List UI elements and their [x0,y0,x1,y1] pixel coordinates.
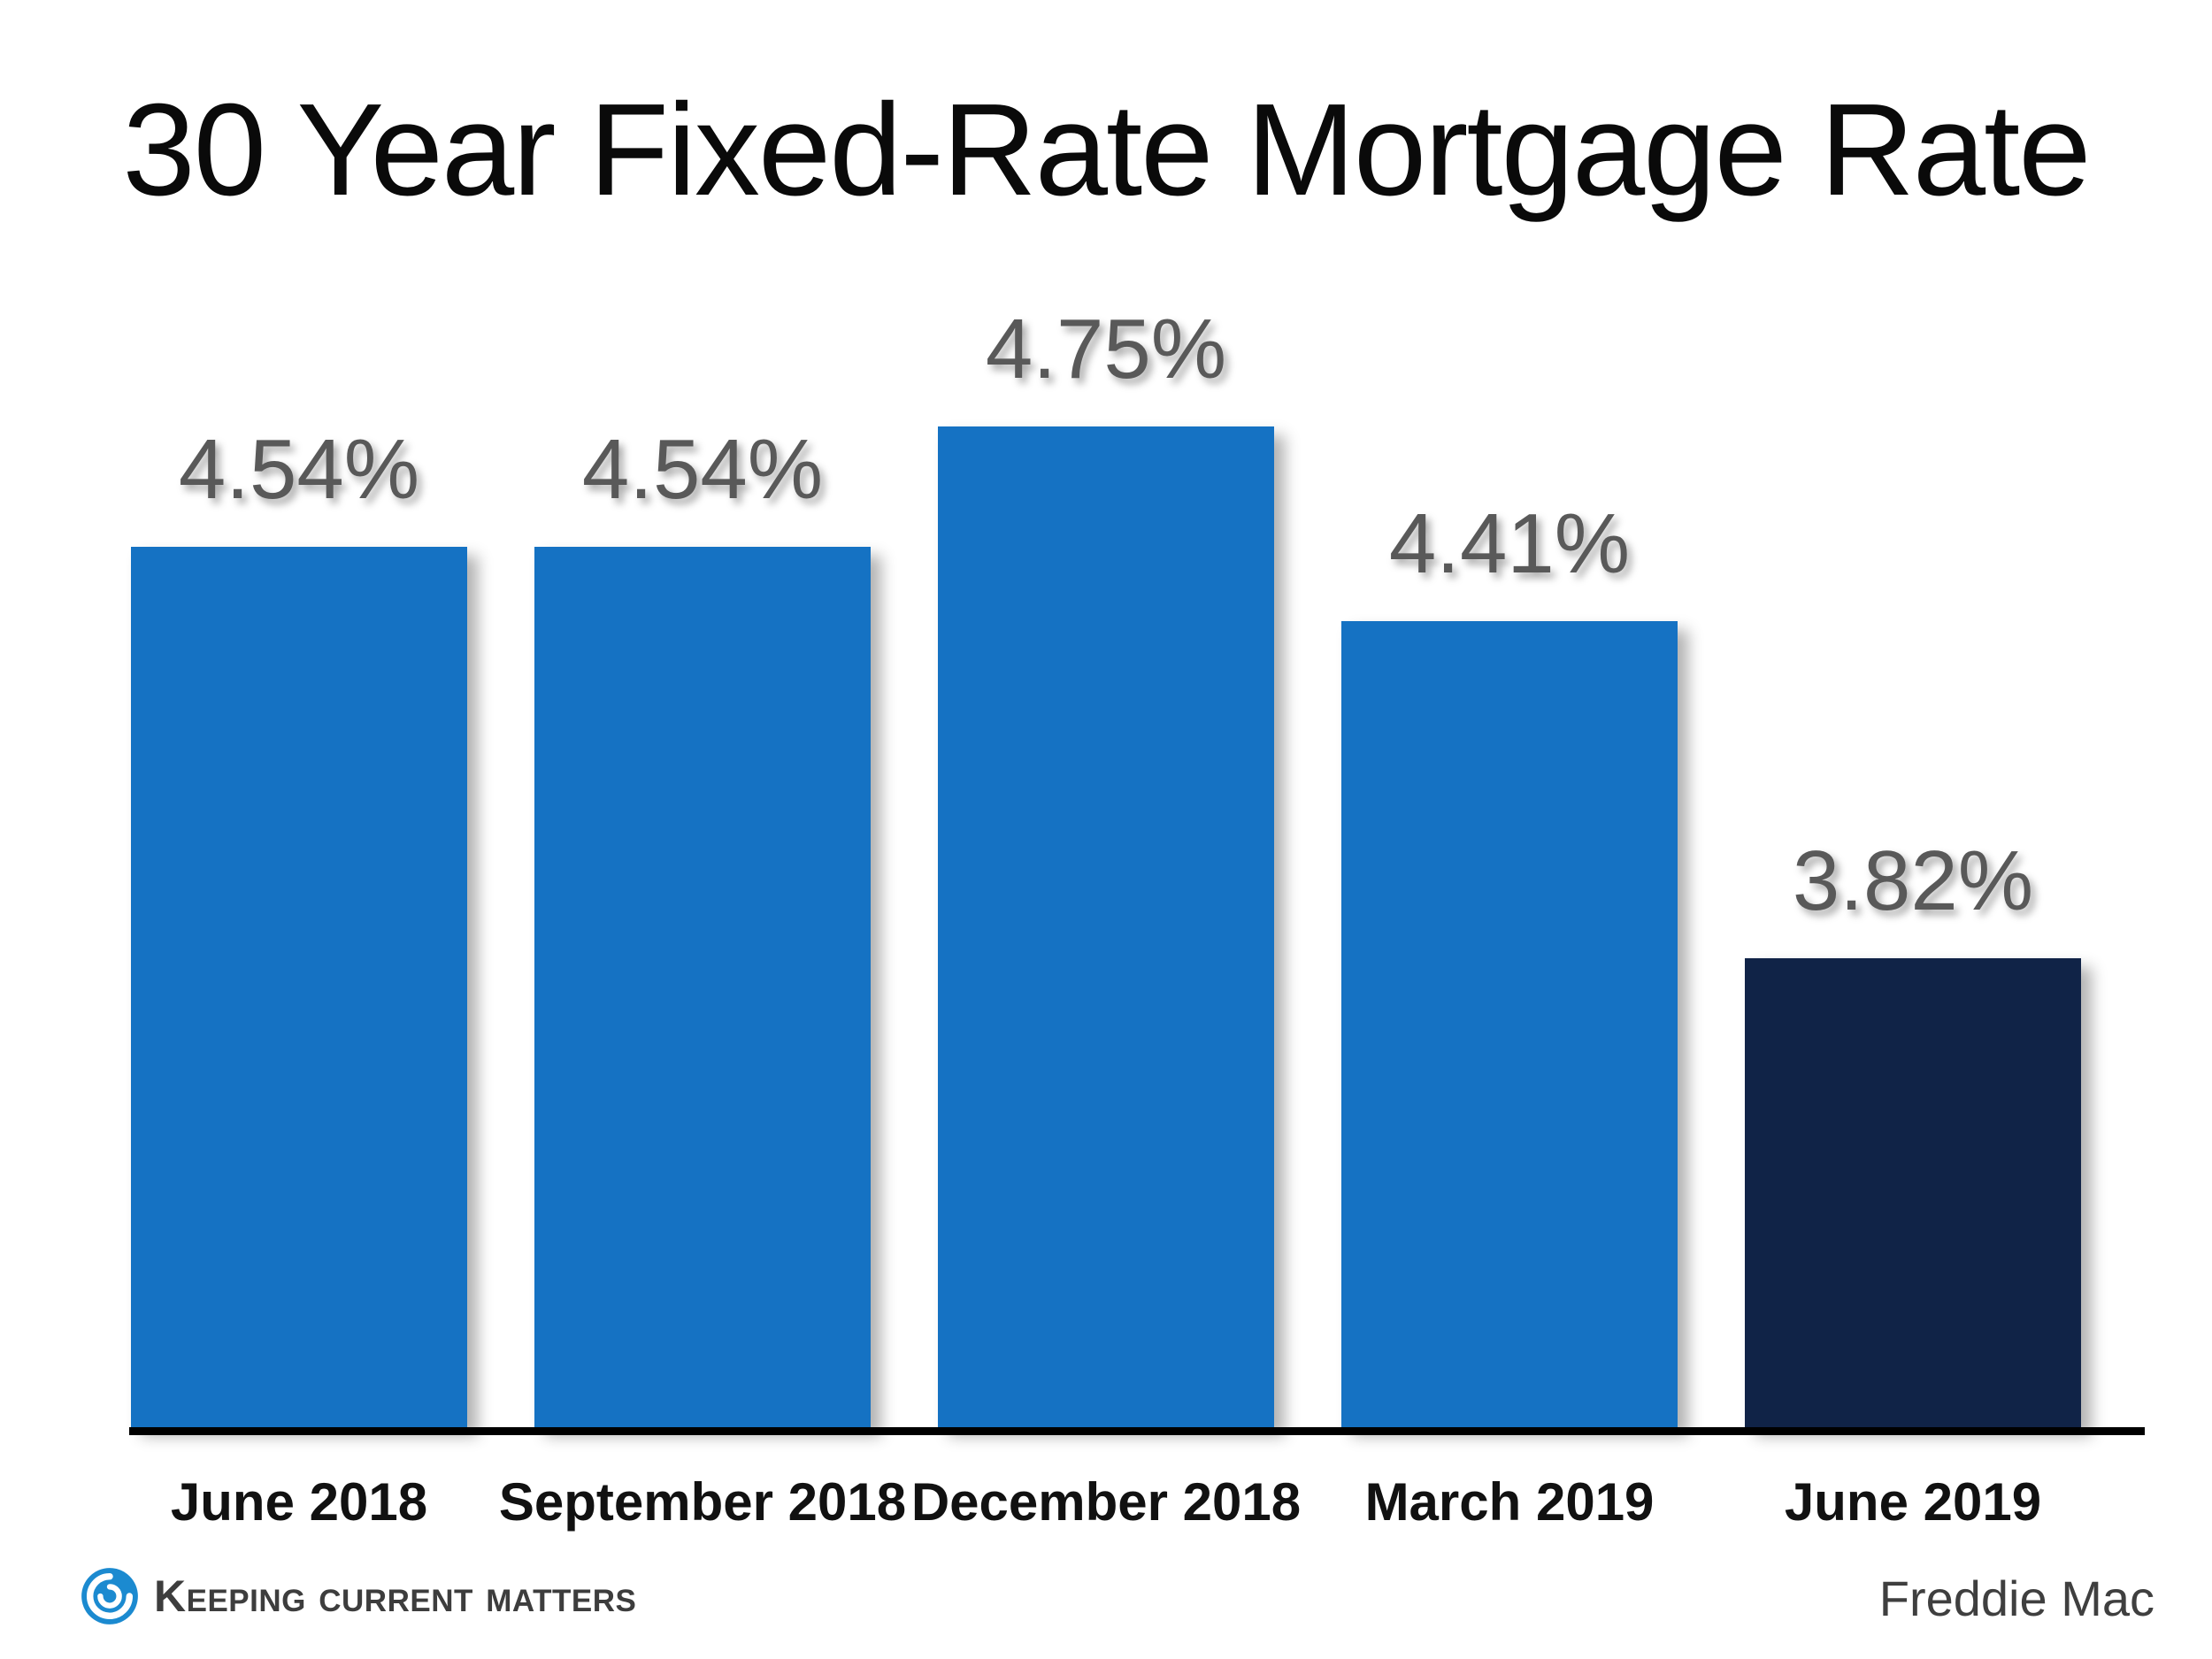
bar-value-label: 4.41% [1388,496,1631,591]
bar-column: 3.82% [1745,833,2081,1427]
bar-value-label: 4.54% [178,422,420,517]
bar [131,547,467,1427]
bar-column: 4.54% [534,421,871,1427]
bar-value-label: 3.82% [1792,833,2034,928]
bar-value-label: 4.54% [581,422,824,517]
category-label: March 2019 [1364,1472,1655,1532]
bar-chart: 4.54% 4.54% 4.75% 4.41% 3.82% [131,301,2081,1427]
bar-value-label: 4.75% [985,302,1227,396]
category-label: June 2019 [1784,1472,2042,1532]
category-label: September 2018 [498,1472,907,1532]
chart-title: 30 Year Fixed-Rate Mortgage Rate [122,77,2091,223]
kcm-logo-text: Keeping Current Matters [154,1571,637,1621]
source-attribution: Freddie Mac [1878,1571,2154,1626]
bar [1745,958,2081,1427]
category-label: December 2018 [910,1472,1302,1532]
category-axis: June 2018 September 2018 December 2018 Marc… [131,1471,2081,1532]
category-label: June 2018 [170,1472,428,1532]
bar-column: 4.41% [1341,495,1678,1427]
bar [534,547,871,1427]
x-axis-baseline [129,1427,2145,1435]
kcm-swirl-icon [81,1568,138,1624]
bar-column: 4.54% [131,421,467,1427]
kcm-logo: Keeping Current Matters [80,1564,636,1628]
bar-column: 4.75% [938,301,1274,1427]
bar [938,426,1274,1427]
bar [1341,621,1678,1427]
